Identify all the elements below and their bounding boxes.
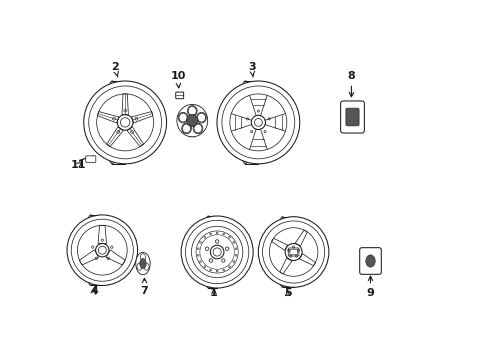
Ellipse shape <box>177 104 207 137</box>
FancyBboxPatch shape <box>345 108 358 126</box>
Ellipse shape <box>85 217 97 283</box>
Ellipse shape <box>232 261 234 262</box>
Ellipse shape <box>83 81 166 164</box>
Ellipse shape <box>221 259 224 262</box>
FancyBboxPatch shape <box>85 156 96 162</box>
Ellipse shape <box>84 219 97 281</box>
Ellipse shape <box>232 242 234 243</box>
Ellipse shape <box>223 233 224 235</box>
Ellipse shape <box>187 105 197 116</box>
Ellipse shape <box>276 221 288 283</box>
Ellipse shape <box>251 115 265 130</box>
Ellipse shape <box>140 258 146 269</box>
Ellipse shape <box>238 86 252 159</box>
Ellipse shape <box>365 255 374 267</box>
Text: 1: 1 <box>209 288 217 298</box>
FancyBboxPatch shape <box>175 92 183 99</box>
Ellipse shape <box>199 242 201 243</box>
Ellipse shape <box>285 243 302 261</box>
Ellipse shape <box>203 216 214 288</box>
Ellipse shape <box>104 86 120 159</box>
Ellipse shape <box>85 215 96 285</box>
Ellipse shape <box>228 266 230 267</box>
Ellipse shape <box>217 81 299 164</box>
Ellipse shape <box>276 219 288 285</box>
Ellipse shape <box>205 247 208 251</box>
Ellipse shape <box>203 266 205 267</box>
Ellipse shape <box>223 269 224 271</box>
Ellipse shape <box>209 259 212 262</box>
Ellipse shape <box>67 215 137 285</box>
Ellipse shape <box>277 217 287 287</box>
Text: 5: 5 <box>284 288 291 298</box>
Text: 6: 6 <box>188 129 196 139</box>
Ellipse shape <box>238 84 252 161</box>
Ellipse shape <box>203 237 205 238</box>
Ellipse shape <box>235 255 236 256</box>
Ellipse shape <box>136 252 150 275</box>
Text: 2: 2 <box>111 62 119 77</box>
Ellipse shape <box>210 245 224 259</box>
Ellipse shape <box>199 261 201 262</box>
Ellipse shape <box>178 112 187 123</box>
Ellipse shape <box>228 237 230 238</box>
Text: 10: 10 <box>170 71 185 88</box>
Text: 11: 11 <box>71 159 86 170</box>
Ellipse shape <box>216 270 218 272</box>
Ellipse shape <box>209 233 211 235</box>
Text: 3: 3 <box>247 62 255 77</box>
Ellipse shape <box>106 81 118 164</box>
Ellipse shape <box>215 240 219 243</box>
Ellipse shape <box>181 216 253 288</box>
Text: 9: 9 <box>366 276 374 298</box>
FancyBboxPatch shape <box>340 101 364 133</box>
Text: 4: 4 <box>90 286 98 296</box>
Ellipse shape <box>239 81 251 164</box>
Ellipse shape <box>197 248 199 249</box>
Ellipse shape <box>235 248 236 249</box>
Ellipse shape <box>216 232 218 234</box>
Ellipse shape <box>202 219 214 285</box>
Ellipse shape <box>197 255 199 256</box>
FancyBboxPatch shape <box>359 248 381 274</box>
Text: 8: 8 <box>347 71 355 97</box>
Ellipse shape <box>258 217 328 287</box>
Ellipse shape <box>209 269 211 271</box>
Ellipse shape <box>182 123 191 134</box>
Ellipse shape <box>193 123 203 134</box>
Ellipse shape <box>105 84 119 161</box>
Ellipse shape <box>202 220 215 284</box>
Ellipse shape <box>117 114 133 130</box>
Text: 7: 7 <box>140 278 148 296</box>
Ellipse shape <box>225 247 228 251</box>
Ellipse shape <box>186 114 198 127</box>
Ellipse shape <box>96 243 109 257</box>
Ellipse shape <box>196 112 206 123</box>
